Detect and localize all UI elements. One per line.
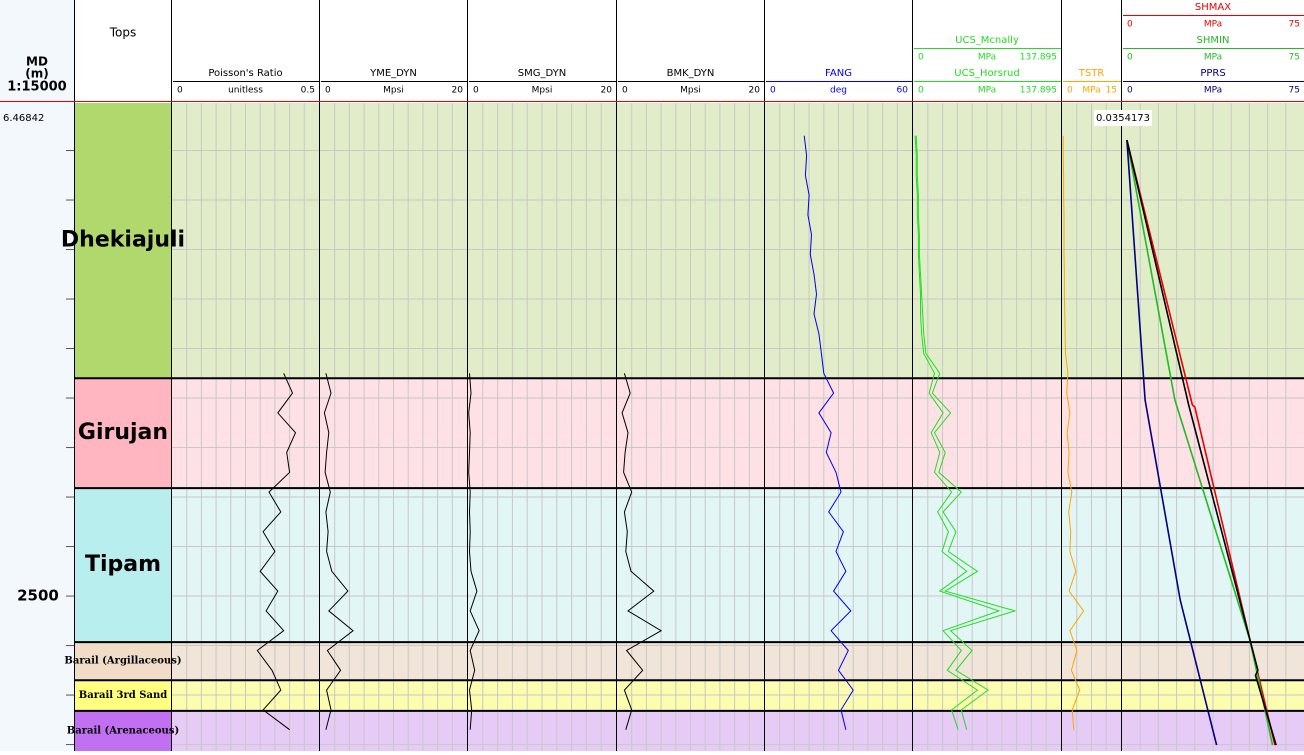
md-scale: 1:15000 <box>7 80 66 95</box>
scale-min: 0 <box>1127 86 1133 96</box>
zone-fill <box>172 378 1304 489</box>
curve <box>1062 135 1085 730</box>
scale-unit: MPa <box>1204 53 1222 63</box>
curve-name: YME_DYN <box>369 68 417 79</box>
scale-max: 137.895 <box>1020 86 1057 96</box>
scale-unit: Mpsi <box>383 86 404 96</box>
depth-top-label: 6.46842 <box>3 113 44 124</box>
scale-unit: unitless <box>228 86 263 96</box>
scale-unit: MPa <box>1204 86 1222 96</box>
curve-name: BMK_DYN <box>667 68 715 79</box>
curve <box>914 135 1001 730</box>
scale-max: 75 <box>1289 86 1300 96</box>
scale-min: 0 <box>325 86 331 96</box>
scale-max: 0.5 <box>301 86 315 96</box>
zone-name: Tipam <box>85 552 161 577</box>
curve <box>1126 139 1277 746</box>
md-unit: (m) <box>25 67 48 81</box>
zone-name: Barail 3rd Sand <box>79 690 167 701</box>
scale-unit: Mpsi <box>680 86 701 96</box>
curve <box>803 135 854 730</box>
scale-max: 15 <box>1106 86 1117 96</box>
zone-block <box>75 103 171 379</box>
scale-min: 0 <box>918 86 924 96</box>
curve <box>468 373 480 730</box>
curve-name: SHMIN <box>1197 35 1230 46</box>
scale-max: 137.895 <box>1020 53 1057 63</box>
scale-min: 0 <box>622 86 628 96</box>
scale-max: 75 <box>1289 20 1300 30</box>
scale-max: 75 <box>1289 53 1300 63</box>
depth-track-bg <box>0 0 74 751</box>
scale-unit: MPa <box>1204 20 1222 30</box>
scale-max: 60 <box>897 86 909 96</box>
curve-name: UCS_Mcnally <box>955 35 1019 46</box>
zone-fill <box>172 642 1304 681</box>
scale-unit: deg <box>830 86 847 96</box>
scale-min: 0 <box>1127 53 1133 63</box>
curve <box>1126 140 1218 746</box>
zone-block <box>75 642 171 681</box>
scale-min: 0 <box>918 53 924 63</box>
zone-block <box>75 710 171 751</box>
scale-min: 0 <box>1067 86 1073 96</box>
curve-name: FANG <box>825 68 852 79</box>
zone-fill <box>172 103 1304 379</box>
curve <box>1126 139 1276 746</box>
zone-fill <box>172 488 1304 643</box>
scale-min: 0 <box>473 86 479 96</box>
scale-min: 0 <box>770 86 776 96</box>
curve-name: SMG_DYN <box>518 68 566 79</box>
scale-max: 20 <box>601 86 613 96</box>
depth-label: 2500 <box>17 587 59 605</box>
curve <box>915 135 1017 730</box>
zone-name: Girujan <box>78 420 168 445</box>
curve-name: Poisson's Ratio <box>208 68 282 79</box>
zone-block <box>75 488 171 643</box>
scale-min: 0 <box>1127 20 1133 30</box>
scale-min: 0 <box>177 86 183 96</box>
scale-unit: MPa <box>978 86 996 96</box>
curve-name: TSTR <box>1078 68 1105 79</box>
curve <box>323 373 354 730</box>
tops-title: Tops <box>109 26 137 40</box>
curve-name: SHMAX <box>1195 2 1231 13</box>
zone-name: Barail (Argillaceous) <box>64 656 181 667</box>
curve-name: UCS_Horsrud <box>954 68 1019 79</box>
zone-block <box>75 378 171 489</box>
md-title: MD <box>26 55 48 69</box>
scale-unit: Mpsi <box>532 86 553 96</box>
scale-unit: MPa <box>978 53 996 63</box>
scale-max: 20 <box>749 86 761 96</box>
zone-name: Barail (Arenaceous) <box>67 725 179 736</box>
top-value-label: 0.0354173 <box>1096 113 1150 124</box>
curve <box>256 373 297 731</box>
curve <box>621 373 663 730</box>
scale-max: 20 <box>452 86 464 96</box>
curve-name: PPRS <box>1200 68 1225 79</box>
zone-block <box>75 680 171 711</box>
zone-name: Dhekiajuli <box>61 228 185 253</box>
value-box <box>1094 110 1152 126</box>
scale-unit: MPa <box>1082 86 1100 96</box>
